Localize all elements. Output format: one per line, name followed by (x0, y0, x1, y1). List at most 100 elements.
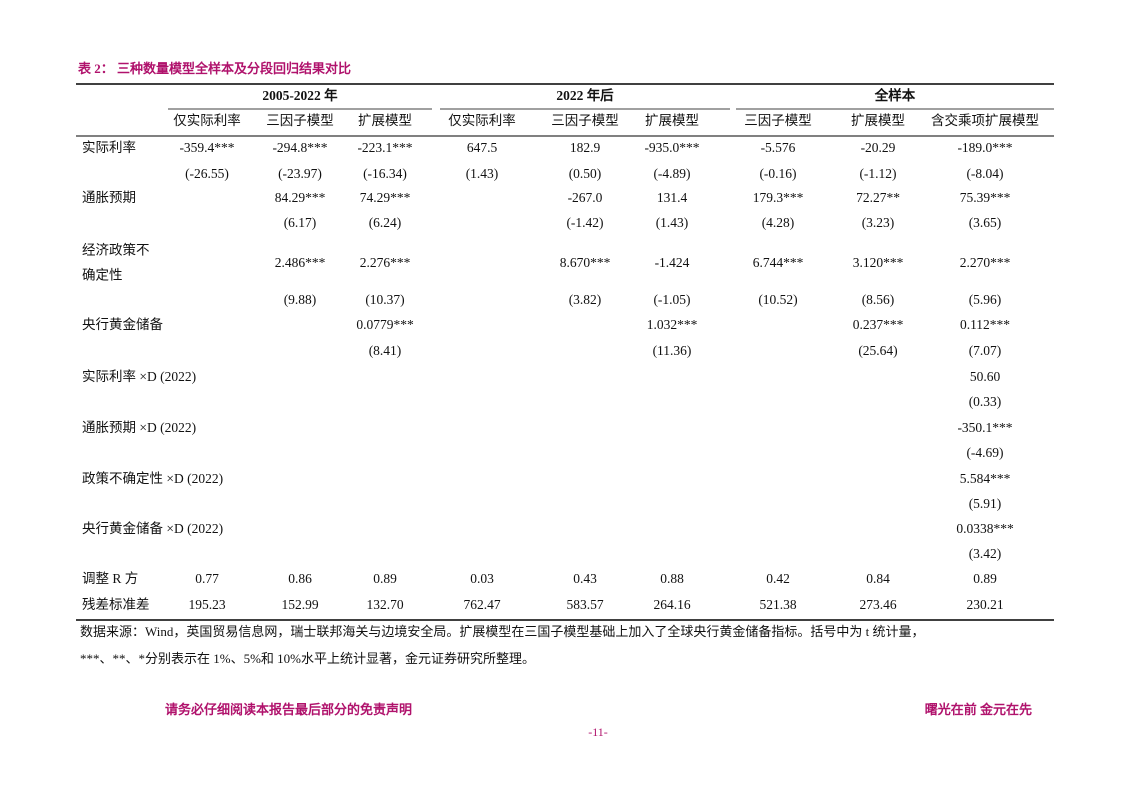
column-header: 扩展模型 (645, 113, 699, 128)
cell: (3.23) (862, 215, 895, 230)
cell: -267.0 (568, 190, 603, 205)
row-label: 残差标准差 (82, 597, 150, 612)
cell: (4.28) (762, 215, 795, 230)
cell: 8.670*** (560, 255, 611, 270)
cell: (5.96) (969, 292, 1002, 307)
cell: 273.46 (859, 597, 896, 612)
row-label: 通胀预期 ×D (2022) (82, 420, 196, 435)
column-header: 扩展模型 (358, 113, 412, 128)
cell: (-23.97) (278, 166, 322, 181)
cell: (6.17) (284, 215, 317, 230)
cell: (10.37) (365, 292, 404, 307)
column-header: 仅实际利率 (173, 112, 241, 128)
slogan: 曙光在前 金元在先 (925, 702, 1032, 717)
note: ***、**、*分别表示在 1%、5%和 10%水平上统计显著，金元证券研究所整… (80, 651, 535, 666)
cell: 0.42 (766, 571, 790, 586)
cell: (0.33) (969, 394, 1002, 409)
cell: (8.41) (369, 343, 402, 358)
cell: (-0.16) (759, 166, 796, 181)
cell: 131.4 (657, 190, 688, 205)
cell: 583.57 (566, 597, 603, 612)
cell: -294.8*** (272, 140, 327, 155)
note: 数据来源：Wind，英国贸易信息网，瑞士联邦海关与边境安全局。扩展模型在三国子模… (80, 624, 924, 639)
cell: (7.07) (969, 343, 1002, 358)
cell: (0.50) (569, 166, 602, 181)
cell: 179.3*** (753, 190, 804, 205)
cell: (3.65) (969, 215, 1002, 230)
cell: 50.60 (970, 369, 1001, 384)
cell: (-4.89) (653, 166, 690, 181)
column-header: 三因子模型 (266, 113, 334, 128)
cell: 152.99 (281, 597, 318, 612)
cell: 264.16 (653, 597, 690, 612)
cell: 0.237*** (853, 317, 904, 332)
cell: 0.84 (866, 571, 890, 586)
cell: (8.56) (862, 292, 895, 307)
group-header: 全样本 (874, 87, 916, 103)
cell: 0.0779*** (356, 317, 414, 332)
cell: 0.89 (373, 571, 397, 586)
cell: (-1.42) (566, 215, 603, 230)
row-label: 调整 R 方 (82, 571, 138, 586)
cell: 2.486*** (275, 255, 326, 270)
cell: (3.82) (569, 292, 602, 307)
disclaimer: 请务必仔细阅读本报告最后部分的免责声明 (165, 702, 412, 717)
cell: 84.29*** (275, 190, 326, 205)
cell: 0.0338*** (956, 521, 1014, 536)
cell: (11.36) (653, 343, 692, 358)
cell: -1.424 (655, 255, 690, 270)
cell: (-26.55) (185, 166, 229, 181)
cell: (25.64) (858, 343, 897, 358)
cell: -935.0*** (644, 140, 699, 155)
cell: 0.89 (973, 571, 997, 586)
cell: 0.86 (288, 571, 312, 586)
cell: (-1.12) (859, 166, 896, 181)
cell: (-1.05) (653, 292, 690, 307)
column-header: 三因子模型 (744, 113, 812, 128)
cell: 762.47 (463, 597, 500, 612)
cell: 132.70 (366, 597, 403, 612)
cell: 195.23 (188, 597, 225, 612)
cell: 0.88 (660, 571, 684, 586)
cell: (-8.04) (966, 166, 1003, 181)
column-header: 三因子模型 (551, 113, 619, 128)
page-number: -11- (588, 725, 608, 739)
row-label: 政策不确定性 ×D (2022) (82, 470, 223, 486)
row-label: 实际利率 ×D (2022) (82, 368, 196, 384)
cell: (5.91) (969, 496, 1002, 511)
cell: 75.39*** (960, 190, 1011, 205)
cell: 0.112*** (960, 317, 1010, 332)
cell: 0.43 (573, 571, 597, 586)
cell: 0.03 (470, 571, 494, 586)
cell: 72.27** (856, 190, 900, 205)
cell: 6.744*** (753, 255, 804, 270)
cell: (-16.34) (363, 166, 407, 181)
cell: 0.77 (195, 571, 219, 586)
cell: -350.1*** (957, 420, 1012, 435)
cell: (-4.69) (966, 445, 1003, 460)
cell: 230.21 (966, 597, 1003, 612)
cell: -189.0*** (957, 140, 1012, 155)
cell: (9.88) (284, 292, 317, 307)
row-label: 央行黄金储备 (82, 316, 163, 332)
row-label: 央行黄金储备 ×D (2022) (82, 520, 223, 536)
cell: 1.032*** (647, 317, 698, 332)
table-title: 表 2： 三种数量模型全样本及分段回归结果对比 (77, 61, 351, 76)
cell: -223.1*** (357, 140, 412, 155)
cell: 2.276*** (360, 255, 411, 270)
group-header: 2022 年后 (556, 87, 614, 103)
cell: (3.42) (969, 546, 1002, 561)
row-label: 经济政策不 (82, 242, 150, 258)
cell: 74.29*** (360, 190, 411, 205)
group-header: 2005-2022 年 (262, 87, 338, 103)
cell: (1.43) (466, 166, 499, 181)
column-header: 扩展模型 (851, 113, 905, 128)
row-label: 通胀预期 (82, 190, 136, 205)
cell: 2.270*** (960, 255, 1011, 270)
cell: 5.584*** (960, 471, 1011, 486)
cell: (10.52) (758, 292, 797, 307)
row-label: 确定性 (82, 268, 123, 283)
cell: -5.576 (761, 140, 796, 155)
column-header: 含交乘项扩展模型 (931, 112, 1039, 128)
